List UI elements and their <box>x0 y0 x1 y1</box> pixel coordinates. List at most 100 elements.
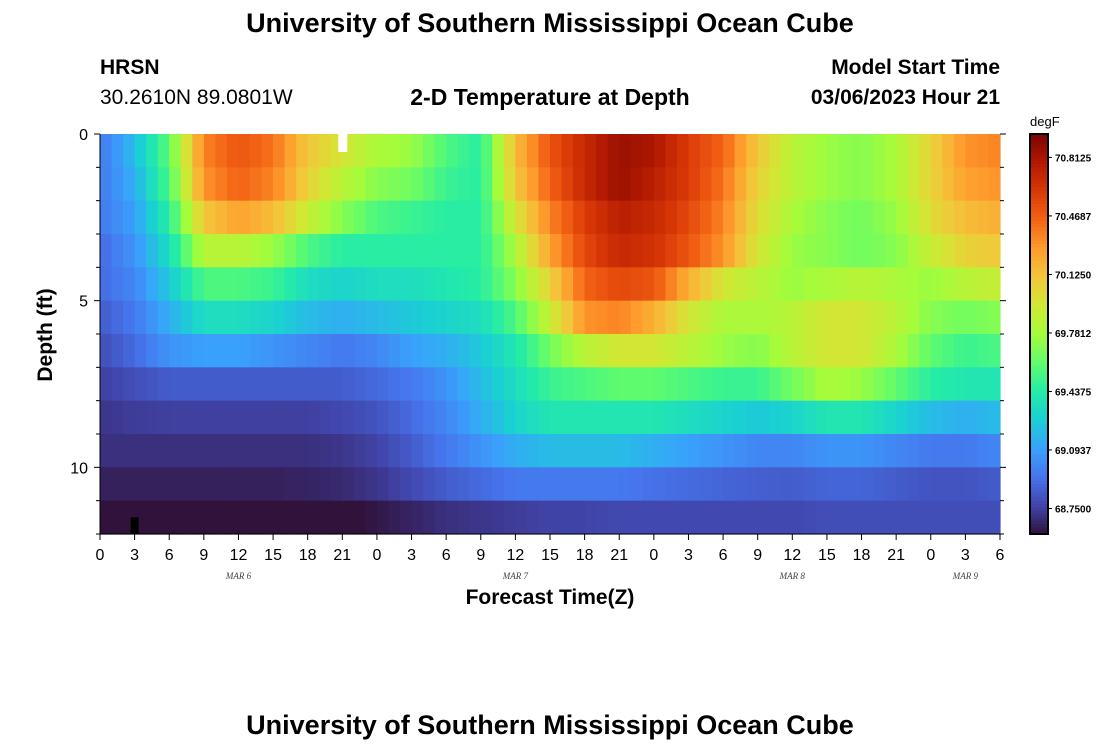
colorbar-segment <box>1030 394 1048 398</box>
heatmap-cell <box>573 300 586 335</box>
heatmap-cell <box>330 234 343 268</box>
heatmap-cell <box>550 200 563 235</box>
heatmap-cell <box>400 267 413 302</box>
colorbar-segment <box>1030 267 1048 272</box>
x-tick-label: 9 <box>753 547 762 564</box>
heatmap-cell <box>561 334 574 368</box>
colorbar-segment <box>1030 497 1048 502</box>
heatmap-cell <box>457 500 470 535</box>
colorbar-segment <box>1030 447 1048 452</box>
heatmap-cell <box>146 500 159 535</box>
heatmap-cell <box>434 234 447 268</box>
heatmap-cell <box>619 467 632 502</box>
heatmap-cell <box>723 300 736 335</box>
heatmap-cell <box>330 467 343 502</box>
heatmap-cell <box>803 467 816 502</box>
x-tick-label: 0 <box>649 547 658 564</box>
heatmap-cell <box>492 367 505 402</box>
x-tick-label: 3 <box>130 547 139 564</box>
heatmap-cell <box>423 267 436 302</box>
heatmap-cell <box>503 134 516 168</box>
y-tick-label: 5 <box>79 294 88 311</box>
heatmap-cell <box>780 200 793 235</box>
colorbar-segment <box>1030 220 1048 225</box>
heatmap-cell <box>457 400 470 435</box>
heatmap-cell <box>815 200 828 235</box>
colorbar-segment <box>1030 517 1048 522</box>
heatmap-cell <box>203 167 216 202</box>
heatmap-cell <box>492 334 505 368</box>
heatmap-cell <box>111 334 124 368</box>
colorbar-segment <box>1030 264 1048 268</box>
heatmap-cell <box>826 300 840 335</box>
heatmap-cell <box>953 334 966 368</box>
colorbar-segment <box>1030 347 1048 352</box>
colorbar-segment <box>1030 277 1048 282</box>
heatmap-cell <box>238 200 251 235</box>
heatmap-cell <box>792 200 805 235</box>
heatmap-cell <box>573 400 586 435</box>
model-start-label: Model Start Time <box>831 56 1000 79</box>
heatmap-cell <box>884 267 897 302</box>
heatmap-cell <box>215 234 228 268</box>
heatmap-cell <box>988 300 1001 335</box>
heatmap-cell <box>803 434 816 468</box>
heatmap-cell <box>284 234 297 268</box>
heatmap-cell <box>515 300 528 335</box>
x-tick-label: 9 <box>199 547 208 564</box>
heatmap-cell <box>169 200 182 235</box>
heatmap-cell <box>342 434 355 468</box>
colorbar-tick-label: 69.4375 <box>1055 387 1092 398</box>
heatmap-cell <box>907 500 920 535</box>
heatmap-cell <box>146 434 159 468</box>
colorbar-segment <box>1030 327 1048 332</box>
heatmap-cell <box>653 267 666 302</box>
colorbar-segment <box>1030 154 1048 158</box>
heatmap-cell <box>446 467 459 502</box>
heatmap-cell <box>850 167 863 202</box>
heatmap-cell <box>330 267 343 302</box>
heatmap-cell <box>503 334 516 368</box>
heatmap-cell <box>434 267 447 302</box>
colorbar-segment <box>1030 427 1048 432</box>
colorbar-segment <box>1030 504 1048 508</box>
colorbar-segment <box>1030 174 1048 178</box>
heatmap-cell <box>861 167 874 202</box>
colorbar-segment <box>1030 514 1048 518</box>
heatmap-cell <box>330 434 343 468</box>
heatmap-cell <box>873 200 886 235</box>
heatmap-cell <box>526 134 540 168</box>
x-tick-label: 3 <box>407 547 416 564</box>
heatmap-cell <box>700 467 713 502</box>
heatmap-cell <box>803 134 816 168</box>
heatmap-cell <box>953 500 966 535</box>
heatmap-cell <box>538 400 551 435</box>
heatmap-cell <box>861 300 874 335</box>
y-axis-title: Depth (ft) <box>34 288 57 381</box>
heatmap-cell <box>584 134 597 168</box>
heatmap-cell <box>307 367 320 402</box>
heatmap-cell <box>769 434 782 468</box>
heatmap-cell <box>515 467 528 502</box>
heatmap-cell <box>907 434 920 468</box>
heatmap-cell <box>503 434 516 468</box>
heatmap-cell <box>596 267 609 302</box>
heatmap-cell <box>342 267 355 302</box>
heatmap-cell <box>976 167 990 202</box>
heatmap-cell <box>434 334 447 368</box>
heatmap-cell <box>376 500 390 535</box>
heatmap-cell <box>780 434 793 468</box>
heatmap-cell <box>642 300 655 335</box>
heatmap-cell <box>526 300 540 335</box>
x-tick-label: 6 <box>996 547 1005 564</box>
heatmap-cell <box>596 367 609 402</box>
heatmap-cell <box>769 267 782 302</box>
heatmap-cell <box>769 167 782 202</box>
heatmap-cell <box>746 500 759 535</box>
heatmap-cell <box>826 134 840 168</box>
heatmap-cell <box>134 367 147 402</box>
colorbar-segment <box>1030 467 1048 472</box>
heatmap-cell <box>192 467 205 502</box>
heatmap-cell <box>296 200 309 235</box>
heatmap-cell <box>826 400 840 435</box>
